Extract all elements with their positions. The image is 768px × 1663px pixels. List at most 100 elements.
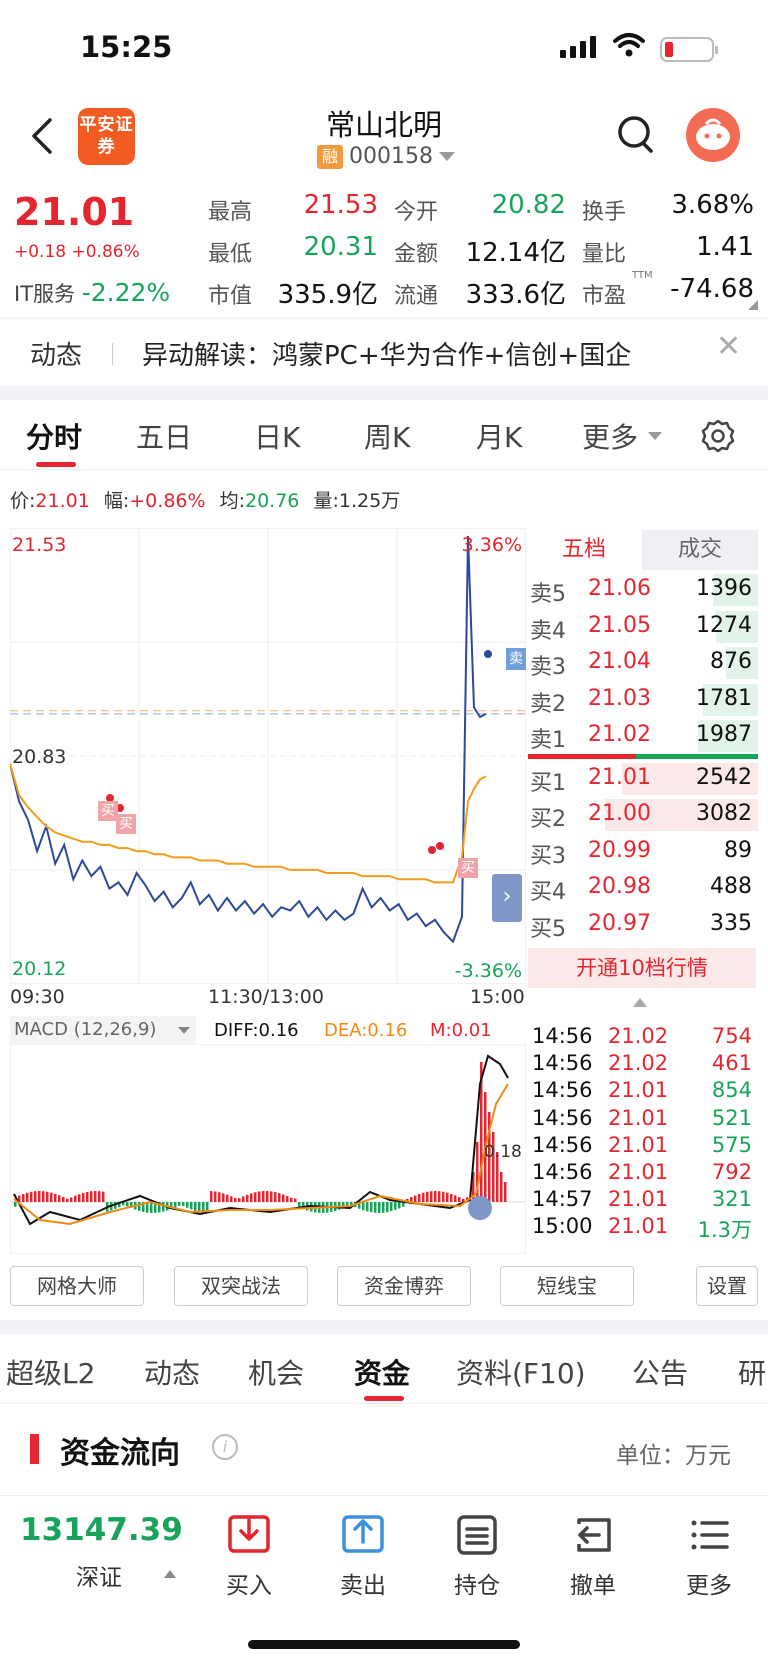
chart-period-tabs: 分时 五日 日K 周K 月K 更多 bbox=[0, 400, 768, 470]
tab-weekly-k[interactable]: 周K bbox=[364, 421, 411, 454]
macd-histogram-bar bbox=[46, 1191, 49, 1202]
macd-histogram-bar bbox=[342, 1202, 345, 1209]
tool-capital-game[interactable]: 资金博弈 bbox=[337, 1266, 471, 1306]
macd-histogram-bar bbox=[158, 1202, 161, 1213]
ask-level-row[interactable]: 卖4 21.05 1274 bbox=[528, 609, 758, 645]
tab-research[interactable]: 研 bbox=[738, 1357, 767, 1390]
back-icon[interactable] bbox=[28, 116, 56, 156]
macd-histogram-bar bbox=[476, 1142, 479, 1202]
sell-button[interactable]: 卖出 bbox=[318, 1514, 408, 1600]
industry-change-value: -2.22% bbox=[81, 278, 171, 307]
tab-daily-k[interactable]: 日K bbox=[254, 421, 301, 454]
tab-five-levels[interactable]: 五档 bbox=[528, 530, 640, 570]
macd-histogram-bar bbox=[206, 1202, 209, 1213]
macd-histogram-bar bbox=[58, 1195, 61, 1202]
industry-change[interactable]: IT服务 -2.22% bbox=[14, 278, 170, 308]
trade-tick-row: 14:56 21.01 521 bbox=[532, 1106, 752, 1134]
close-icon[interactable]: ✕ bbox=[716, 329, 742, 364]
bid-level-row[interactable]: 买1 21.01 2542 bbox=[528, 761, 758, 797]
quote-field-label: 最高 bbox=[208, 200, 253, 225]
chevron-right-icon[interactable]: › bbox=[492, 874, 522, 922]
tab-more[interactable]: 更多 bbox=[582, 421, 639, 454]
fund-flow-section: 资金流向 i 单位：万元 bbox=[0, 1404, 768, 1496]
macd-histogram-bar bbox=[174, 1202, 177, 1208]
more-button[interactable]: 更多 bbox=[664, 1514, 754, 1600]
order-book-vol: 89 bbox=[724, 837, 752, 863]
intraday-chart[interactable]: 21.53 3.36% 20.83 20.12 -3.36% 买 买 买 卖 › bbox=[9, 527, 527, 985]
ask-level-row[interactable]: 卖2 21.03 1781 bbox=[528, 682, 758, 718]
buy-marker[interactable]: 买 bbox=[98, 801, 118, 821]
order-book-vol: 1396 bbox=[696, 576, 752, 601]
macd-histogram-bar bbox=[62, 1196, 65, 1202]
index-name[interactable]: 深证 bbox=[76, 1565, 122, 1591]
sell-marker[interactable]: 卖 bbox=[506, 648, 526, 670]
ask-level-row[interactable]: 卖5 21.06 1396 bbox=[528, 572, 758, 608]
macd-histogram-bar bbox=[258, 1191, 261, 1202]
holdings-button[interactable]: 持仓 bbox=[432, 1514, 522, 1600]
buy-button[interactable]: 买入 bbox=[204, 1514, 294, 1600]
bid-level-row[interactable]: 买4 20.98 488 bbox=[528, 870, 758, 906]
tab-five-day[interactable]: 五日 bbox=[136, 421, 193, 454]
chevron-up-icon[interactable] bbox=[164, 1570, 176, 1578]
tool-short-line[interactable]: 短线宝 bbox=[500, 1266, 634, 1306]
tool-settings[interactable]: 设置 bbox=[696, 1266, 758, 1306]
tab-monthly-k[interactable]: 月K bbox=[476, 421, 523, 454]
indicator-selector[interactable]: MACD (12,26,9) bbox=[10, 1016, 196, 1044]
expand-corner-icon[interactable] bbox=[748, 300, 758, 310]
bid-level-row[interactable]: 买3 20.99 89 bbox=[528, 834, 758, 870]
news-banner[interactable]: 动态 异动解读：鸿蒙PC+华为合作+信创+国企 ✕ bbox=[0, 318, 768, 386]
bid-level-row[interactable]: 买2 21.00 3082 bbox=[528, 797, 758, 833]
stock-name[interactable]: 常山北明 bbox=[325, 108, 442, 142]
macd-histogram-bar bbox=[458, 1197, 461, 1202]
tool-double-breakout[interactable]: 双突战法 bbox=[174, 1266, 308, 1306]
tab-f10[interactable]: 资料(F10) bbox=[456, 1357, 586, 1390]
tab-dynamics[interactable]: 动态 bbox=[144, 1357, 201, 1390]
trade-tick-row: 14:56 21.01 575 bbox=[532, 1133, 752, 1161]
tab-funds[interactable]: 资金 bbox=[354, 1357, 411, 1390]
tick-price: 21.01 bbox=[608, 1105, 669, 1130]
time-axis-mid: 11:30/13:00 bbox=[208, 986, 324, 1008]
macd-histogram-bar bbox=[434, 1191, 437, 1202]
info-price: 21.01 bbox=[35, 490, 90, 512]
info-icon[interactable]: i bbox=[212, 1434, 238, 1460]
macd-histogram-bar bbox=[282, 1194, 285, 1202]
tab-opportunity[interactable]: 机会 bbox=[248, 1357, 305, 1390]
macd-histogram-bar bbox=[50, 1192, 53, 1202]
macd-histogram-bar bbox=[198, 1202, 201, 1212]
ask-level-row[interactable]: 卖1 21.02 1987 bbox=[528, 718, 758, 754]
ask-level-row[interactable]: 卖3 21.04 876 bbox=[528, 645, 758, 681]
chevron-up-icon[interactable] bbox=[633, 998, 647, 1007]
menu-icon bbox=[691, 1520, 729, 1550]
macd-histogram-bar bbox=[266, 1191, 269, 1202]
tick-time: 14:56 bbox=[532, 1024, 593, 1048]
quote-field-label: 最低 bbox=[208, 242, 253, 267]
stock-code-selector[interactable]: 融 000158 bbox=[317, 144, 455, 169]
quote-field-label: 量比 bbox=[582, 242, 627, 267]
macd-histogram-bar bbox=[480, 1062, 483, 1202]
order-book-label: 买1 bbox=[530, 770, 566, 796]
macd-histogram-bar bbox=[130, 1202, 133, 1208]
depth-bar bbox=[605, 799, 758, 831]
gear-icon[interactable] bbox=[700, 418, 736, 454]
open-ten-level-button[interactable]: 开通10档行情 bbox=[528, 948, 756, 988]
assistant-avatar[interactable] bbox=[686, 108, 740, 162]
bid-level-row[interactable]: 买5 20.97 335 bbox=[528, 907, 758, 943]
tab-intraday[interactable]: 分时 bbox=[26, 421, 83, 454]
macd-histogram-bar bbox=[270, 1191, 273, 1202]
buy-marker[interactable]: 买 bbox=[458, 858, 478, 878]
search-icon[interactable] bbox=[616, 114, 656, 156]
tick-price: 21.01 bbox=[608, 1132, 669, 1157]
macd-histogram-bar bbox=[222, 1193, 225, 1202]
tool-grid-master[interactable]: 网格大师 bbox=[10, 1266, 144, 1306]
macd-histogram-bar bbox=[214, 1191, 217, 1202]
tab-super-l2[interactable]: 超级L2 bbox=[6, 1357, 96, 1390]
macd-chart[interactable]: 0.18 bbox=[9, 1043, 527, 1255]
macd-histogram-bar bbox=[202, 1202, 205, 1213]
cancel-order-button[interactable]: 撤单 bbox=[548, 1514, 638, 1600]
news-text[interactable]: 异动解读：鸿蒙PC+华为合作+信创+国企 bbox=[142, 341, 632, 371]
tab-trades[interactable]: 成交 bbox=[642, 530, 758, 570]
index-value[interactable]: 13147.39 bbox=[20, 1512, 183, 1548]
tab-announcements[interactable]: 公告 bbox=[632, 1357, 689, 1390]
buy-marker[interactable]: 买 bbox=[116, 814, 136, 834]
macd-histogram-bar bbox=[418, 1193, 421, 1202]
